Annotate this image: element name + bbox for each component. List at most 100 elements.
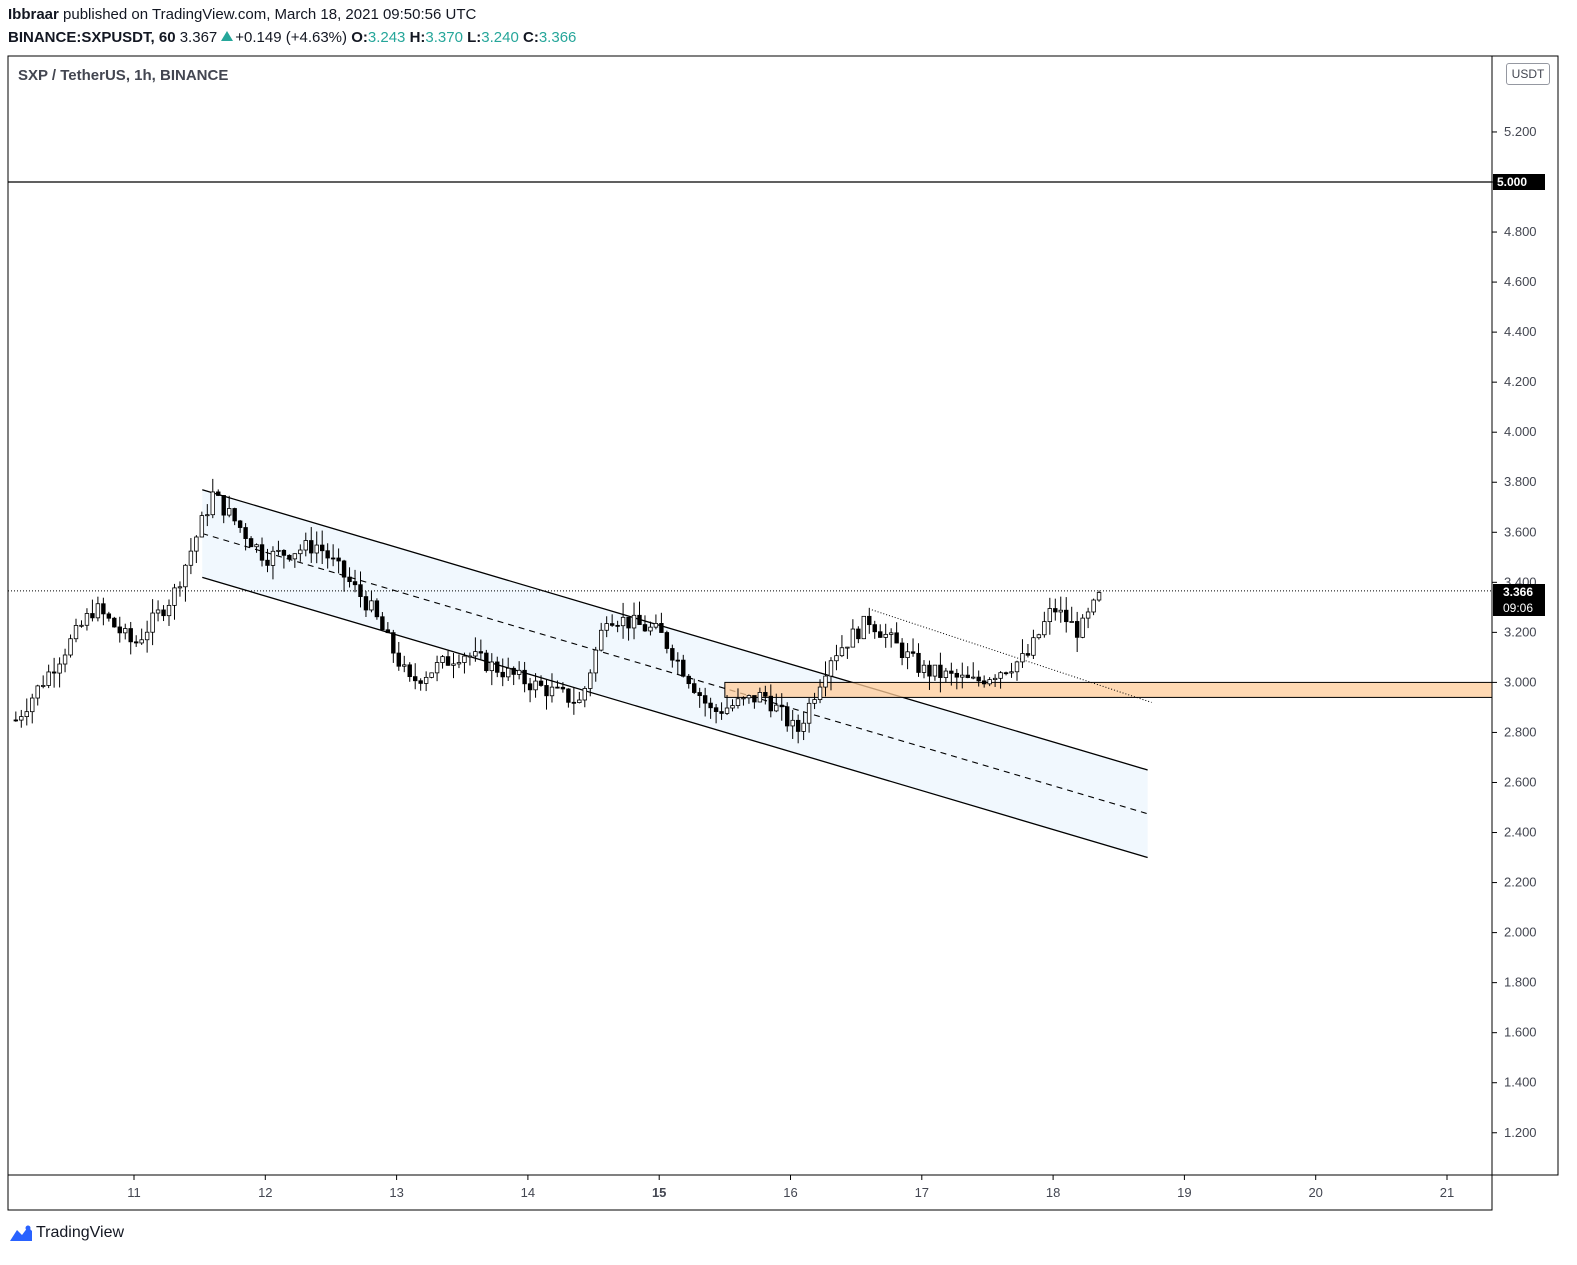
candle-body (1031, 637, 1036, 656)
candle-body (620, 616, 626, 627)
candle-body (1074, 621, 1080, 638)
tradingview-brand[interactable]: TradingView (10, 1224, 124, 1242)
candle-body (166, 604, 172, 617)
candle-body (46, 671, 51, 686)
candle-body (845, 646, 850, 649)
symbol[interactable]: BINANCE:SXPUSDT, 60 (8, 29, 176, 46)
candle-body (226, 508, 232, 516)
channel-lower-line (202, 576, 1148, 859)
candle-body (484, 652, 489, 672)
candle-body (609, 623, 615, 626)
candle-body (746, 695, 752, 699)
up-arrow-icon (221, 31, 234, 41)
bar-countdown: 09:06 (1503, 601, 1534, 615)
y-tick-label: 3.600 (1504, 524, 1537, 539)
brand-name: TradingView (36, 1224, 125, 1241)
candle-body (954, 672, 960, 678)
candle-body (795, 719, 801, 732)
candle-body (287, 554, 292, 560)
candle-body (79, 624, 84, 627)
candle-body (347, 576, 352, 583)
y-tick-label: 4.200 (1504, 374, 1537, 389)
candle-body (527, 683, 533, 691)
x-tick-label: 13 (389, 1185, 403, 1200)
y-tick-label: 4.400 (1504, 324, 1537, 339)
candle-body (358, 584, 363, 597)
author[interactable]: Ibbraar (8, 6, 59, 23)
candle-body (237, 520, 243, 528)
candle-body (221, 495, 226, 516)
candle-body (637, 614, 642, 625)
trendline (871, 609, 1152, 703)
candle-body (872, 624, 877, 633)
candle-body (13, 719, 19, 722)
currency-unit[interactable]: USDT (1506, 63, 1550, 85)
candle-body (708, 702, 713, 709)
candle-body (413, 676, 418, 682)
y-tick-label: 2.400 (1504, 825, 1537, 840)
candle-body (1064, 609, 1069, 623)
candle-body (276, 549, 281, 552)
candle-body (724, 707, 730, 714)
candle-body (1047, 608, 1053, 623)
candle-body (51, 671, 57, 674)
candle-body (473, 651, 478, 657)
candle-body (812, 699, 817, 704)
y-tick-label: 3.000 (1504, 674, 1537, 689)
candle-body (123, 628, 128, 634)
candle-body (763, 692, 768, 697)
y-tick-label: 2.000 (1504, 925, 1537, 940)
chart-legend[interactable]: SXP / TetherUS, 1h, BINANCE (18, 67, 229, 84)
y-tick-label: 3.800 (1504, 474, 1537, 489)
candle-body (117, 626, 122, 634)
candle-body (774, 704, 779, 712)
candle-body (861, 615, 867, 640)
candle-body (467, 655, 473, 658)
candle-body (194, 536, 199, 552)
candle-body (396, 652, 401, 667)
candle-body (495, 661, 500, 673)
candle-body (971, 676, 976, 679)
candle-body (1096, 592, 1102, 601)
candle-body (533, 680, 538, 691)
candle-body (1014, 661, 1020, 673)
candle-body (402, 664, 407, 667)
candle-body (987, 679, 992, 685)
candle-body (899, 642, 905, 659)
last-value: 3.367 (179, 29, 218, 46)
candle-body (150, 612, 155, 633)
candle-body (905, 651, 910, 659)
candle-body (697, 692, 702, 697)
candle-body (752, 695, 757, 703)
candle-body (423, 676, 429, 684)
candle-body (35, 685, 40, 699)
x-tick-label: 15 (652, 1185, 666, 1200)
candle-body (429, 672, 434, 678)
candle-body (571, 701, 577, 704)
candle-body (511, 667, 516, 675)
candle-body (161, 609, 166, 617)
candle-body (374, 600, 380, 618)
candle-body (309, 540, 314, 554)
candle-body (549, 686, 555, 697)
candle-body (692, 683, 697, 693)
candle-body (369, 600, 374, 611)
candle-body (133, 641, 139, 644)
candle-body (440, 656, 445, 663)
y-tick-label: 3.200 (1504, 624, 1537, 639)
candle-body (992, 677, 998, 681)
candle-body (659, 623, 664, 633)
candle-body (298, 549, 303, 555)
candle-body (336, 557, 341, 562)
candle-body (177, 586, 183, 589)
candle-body (205, 514, 210, 517)
candle-body (648, 626, 653, 632)
candle-body (270, 550, 276, 566)
x-tick-label: 20 (1308, 1185, 1322, 1200)
candle-body (960, 674, 965, 678)
candle-body (456, 662, 462, 665)
candle-body (183, 564, 188, 588)
candle-body (380, 616, 385, 631)
close-value: 3.366 (538, 29, 577, 46)
